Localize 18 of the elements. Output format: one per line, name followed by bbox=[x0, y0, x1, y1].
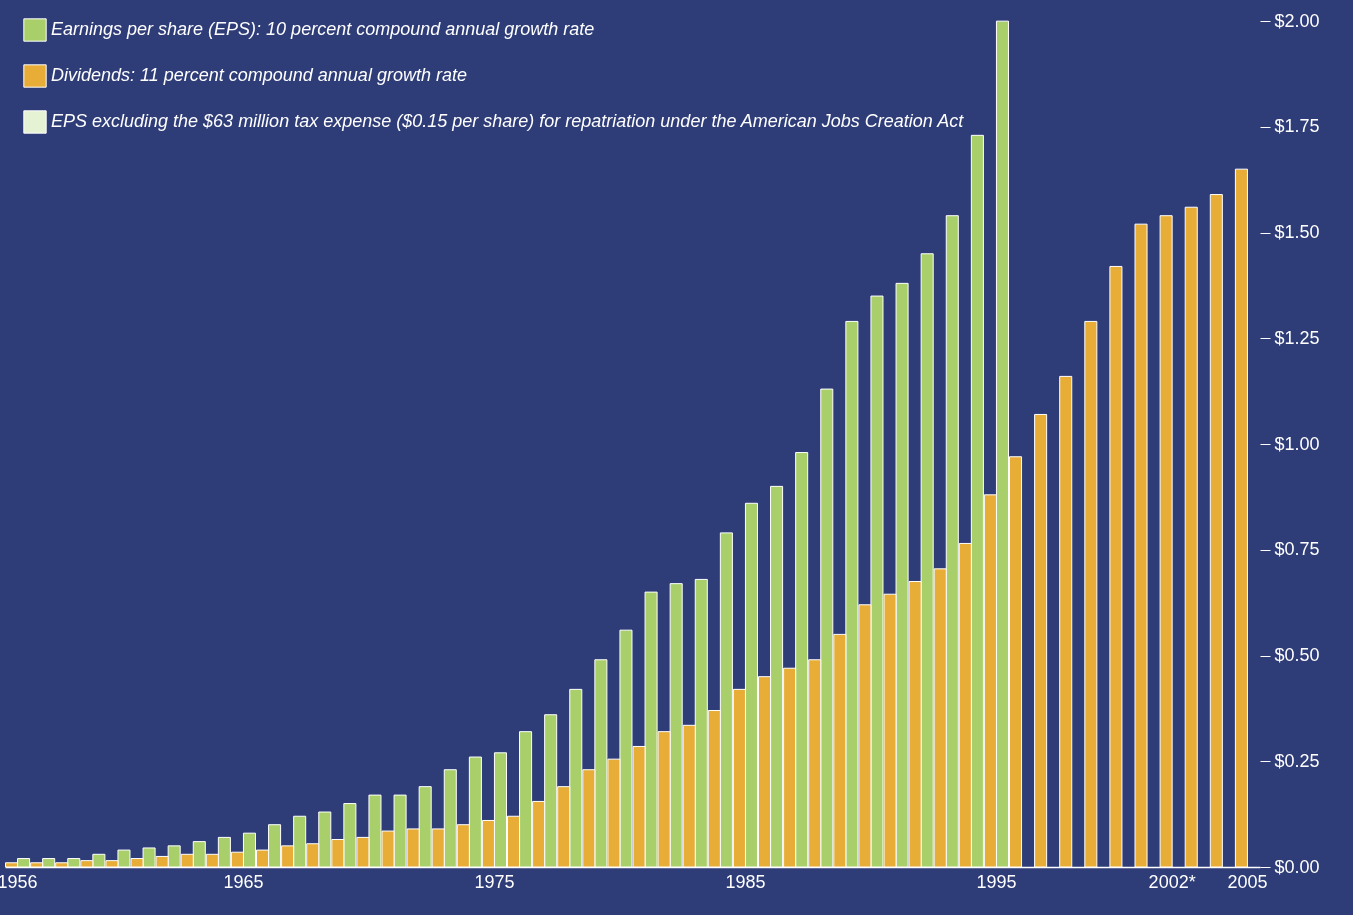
y-tick-label: $0.00 bbox=[1274, 856, 1320, 877]
y-tick-label: $0.25 bbox=[1274, 750, 1320, 771]
y-tick-label: $0.75 bbox=[1274, 539, 1320, 560]
legend-label: Dividends: 11 percent compound annual growth rate bbox=[51, 65, 467, 85]
x-tick-label: 1985 bbox=[725, 871, 766, 892]
y-tick-label: $1.25 bbox=[1274, 327, 1320, 348]
x-tick-label: 1965 bbox=[223, 871, 264, 892]
y-tick-label: $2.00 bbox=[1274, 10, 1320, 31]
y-tick-label: $1.75 bbox=[1274, 116, 1320, 137]
legend-label: Earnings per share (EPS): 10 percent compound annual growth rate bbox=[51, 19, 595, 39]
x-tick-label: 2002* bbox=[1148, 871, 1196, 892]
y-tick-label: $1.50 bbox=[1274, 222, 1320, 243]
legend-label: EPS excluding the $63 million tax expense ($0.15 per share) for repatriation under the American Jobs Creation Act bbox=[51, 111, 965, 131]
x-tick-label: 1995 bbox=[976, 871, 1017, 892]
x-tick-label: 1975 bbox=[474, 871, 515, 892]
y-tick-label: $1.00 bbox=[1274, 433, 1320, 454]
y-tick-label: $0.50 bbox=[1274, 645, 1320, 666]
x-tick-label: 2005 bbox=[1227, 871, 1268, 892]
